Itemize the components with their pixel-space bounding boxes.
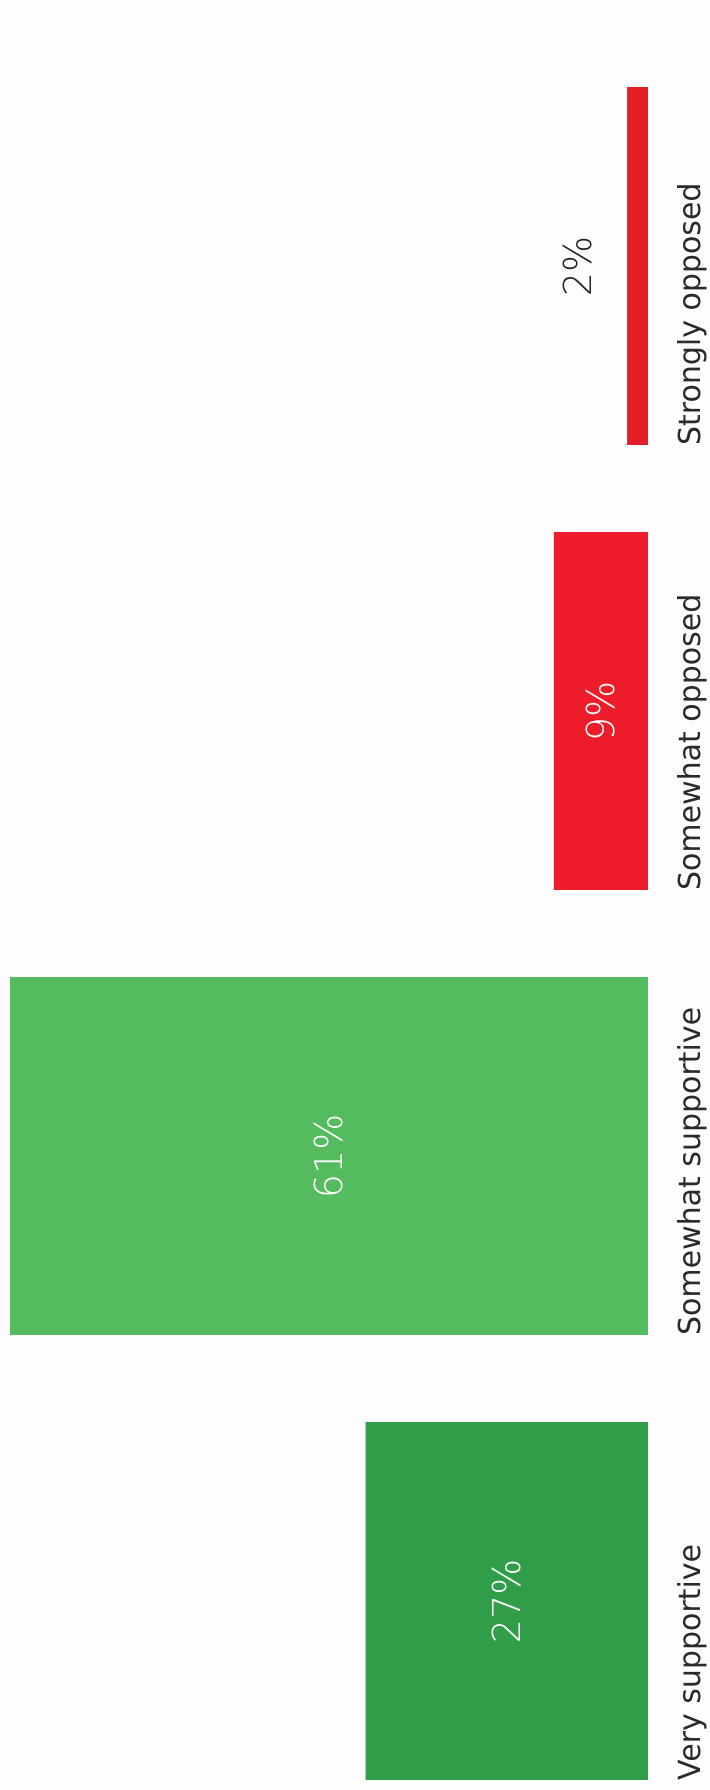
value-label: 27% [485, 1559, 529, 1643]
bar-strongly-opposed [627, 87, 649, 445]
category-label: Strongly opposed [673, 183, 708, 445]
value-label: 61% [307, 1114, 351, 1198]
bar-somewhat-supportive [10, 977, 648, 1335]
value-label: 9% [579, 681, 623, 741]
category-label: Somewhat opposed [673, 594, 708, 890]
bar-very-supportive [365, 1422, 648, 1780]
category-label: Somewhat supportive [673, 1007, 708, 1335]
bar-somewhat-opposed [553, 532, 648, 890]
category-label: Very supportive [673, 1544, 708, 1780]
value-label: 2% [556, 236, 600, 296]
